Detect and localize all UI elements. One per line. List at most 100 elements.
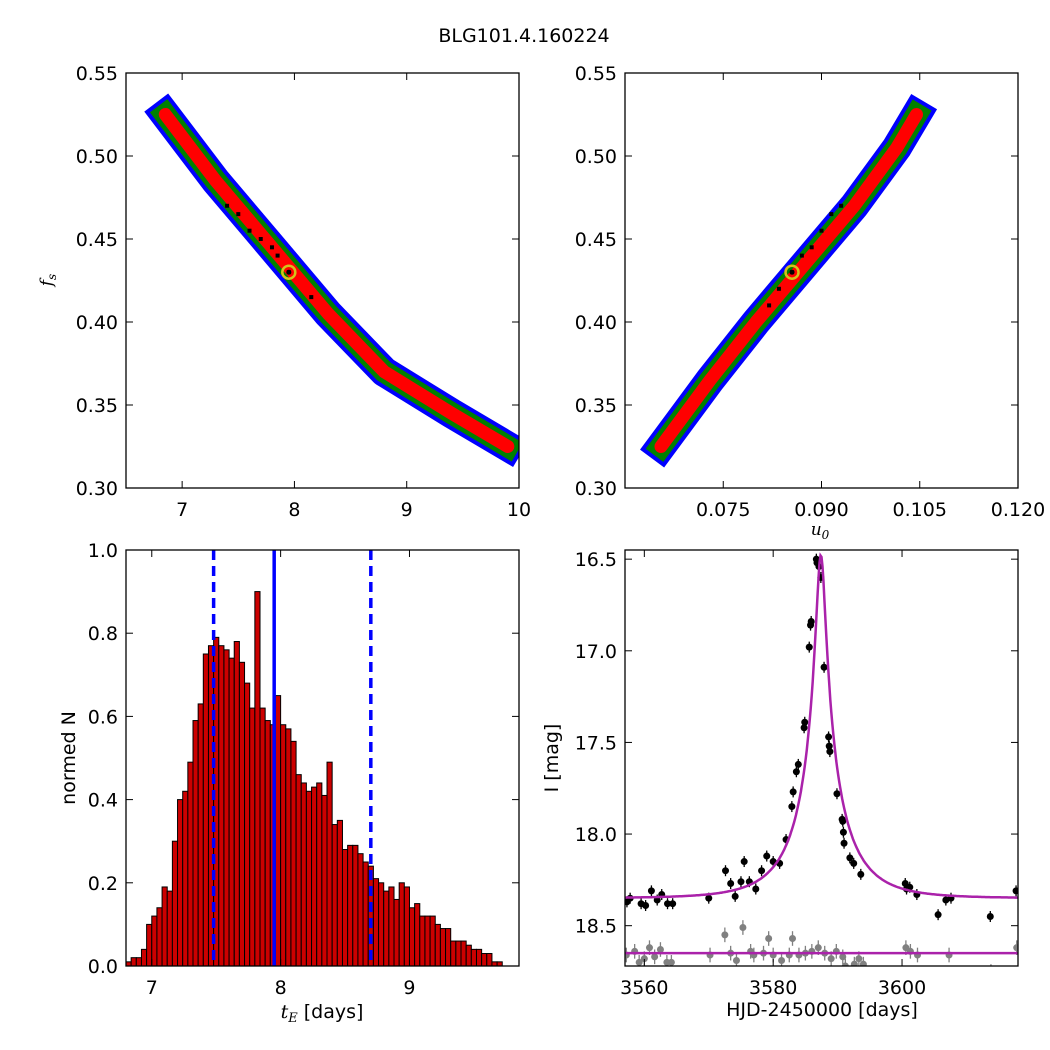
main-data-point bbox=[758, 867, 766, 875]
histogram-bar bbox=[445, 928, 452, 967]
te-fs-ytick-label: 0.40 bbox=[76, 312, 118, 334]
histogram-bar bbox=[228, 657, 235, 967]
u0-fs-region-1sigma bbox=[654, 108, 923, 453]
te-fs-region-2sigma bbox=[149, 99, 519, 462]
te-fs-best-fit-marker bbox=[281, 264, 297, 280]
te-fs-region-1sigma bbox=[158, 108, 515, 453]
lightcurve-plot-area bbox=[625, 552, 1018, 977]
main-data-point bbox=[752, 885, 760, 893]
histogram-bar bbox=[465, 944, 472, 967]
histogram-bar bbox=[470, 948, 477, 967]
u0-fs-best-sample bbox=[776, 286, 781, 291]
histogram-bar bbox=[383, 890, 390, 967]
histogram-bar bbox=[161, 886, 168, 967]
histogram-bar bbox=[177, 799, 184, 967]
secondary-data-point bbox=[645, 944, 653, 952]
secondary-data-point bbox=[635, 958, 643, 966]
u0-fs-contours bbox=[640, 93, 938, 468]
main-data-point bbox=[731, 892, 739, 900]
te-fs-xtick-label: 8 bbox=[288, 499, 300, 521]
histogram-bar bbox=[460, 940, 467, 967]
secondary-data-point bbox=[640, 955, 648, 963]
lightcurve-ytick-label: 18.0 bbox=[575, 824, 617, 846]
main-data-point bbox=[737, 878, 745, 886]
histogram-bar bbox=[331, 824, 338, 967]
secondary-data-point bbox=[827, 955, 835, 963]
histogram-xtick-label: 8 bbox=[275, 977, 287, 999]
u0-fs-best-sample bbox=[829, 212, 834, 217]
histogram-bar bbox=[197, 703, 204, 967]
main-data-point bbox=[833, 790, 841, 798]
te-fs-ytick-label: 0.45 bbox=[76, 229, 118, 251]
histogram-bar bbox=[450, 940, 457, 967]
histogram-bar bbox=[259, 707, 266, 967]
histogram-bar bbox=[218, 645, 225, 967]
histogram-bar bbox=[316, 782, 323, 967]
histogram-bar bbox=[130, 957, 137, 967]
histogram-bar bbox=[434, 923, 441, 967]
histogram-xtick-label: 7 bbox=[146, 977, 158, 999]
main-data-point bbox=[850, 859, 858, 867]
histogram-bar bbox=[249, 707, 256, 967]
secondary-data-point bbox=[789, 935, 797, 943]
histogram-bar bbox=[393, 898, 400, 967]
histogram-bar bbox=[182, 790, 189, 967]
main-data-point bbox=[1012, 887, 1018, 895]
histogram-bar bbox=[290, 740, 297, 967]
te-fs-ytick-label: 0.30 bbox=[76, 478, 118, 500]
main-data-point bbox=[986, 913, 994, 921]
lightcurve-frame bbox=[624, 549, 1019, 967]
u0-fs-best-sample bbox=[767, 303, 772, 308]
u0-fs-best-sample bbox=[809, 245, 814, 250]
main-data-point bbox=[820, 663, 828, 671]
te-fs-best-sample bbox=[247, 228, 252, 233]
histogram-bar bbox=[481, 953, 488, 967]
histogram-bar bbox=[238, 661, 246, 967]
u0-fs-xtick-label: 0.075 bbox=[696, 499, 750, 521]
te-fs-ytick-label: 0.55 bbox=[76, 63, 118, 85]
panel-u0-fs: 0.075 0.090 0.105 0.120 0.30 0.35 0.40 0.45 0.50… bbox=[575, 63, 1046, 542]
secondary-data-point bbox=[651, 953, 659, 961]
histogram-bar bbox=[254, 591, 261, 967]
histogram-bar bbox=[202, 653, 209, 967]
te-fs-best-sample bbox=[258, 237, 263, 241]
histogram-bar bbox=[475, 948, 483, 967]
te-fs-ytick-label: 0.35 bbox=[76, 395, 118, 417]
secondary-data-point bbox=[855, 955, 863, 963]
histogram-bar bbox=[305, 790, 313, 967]
te-fs-best-sample bbox=[269, 245, 274, 250]
histogram-bar bbox=[207, 645, 215, 967]
main-data-point bbox=[792, 768, 800, 776]
histogram-ytick-label: 0.2 bbox=[88, 873, 118, 895]
te-fs-best-sample bbox=[225, 203, 230, 208]
u0-fs-xtick-label: 0.120 bbox=[991, 499, 1045, 521]
secondary-data-point bbox=[765, 935, 773, 943]
main-data-point bbox=[788, 803, 796, 811]
secondary-data-point bbox=[934, 970, 941, 977]
lightcurve-xtick-label: 3580 bbox=[749, 977, 797, 999]
te-fs-best-sample bbox=[275, 253, 280, 258]
histogram-bar bbox=[372, 878, 380, 967]
histogram-bar bbox=[424, 915, 431, 967]
histogram-ylabel: normed N bbox=[58, 711, 80, 805]
histogram-bar bbox=[233, 641, 240, 967]
histogram-bar bbox=[146, 923, 153, 967]
histogram-bar bbox=[192, 720, 199, 967]
histogram-bar bbox=[300, 782, 307, 967]
u0-fs-ytick-label: 0.45 bbox=[575, 229, 617, 251]
histogram-ytick-label: 0.8 bbox=[88, 623, 118, 645]
te-fs-xtick-label: 10 bbox=[507, 499, 531, 521]
histogram-bar bbox=[326, 761, 333, 967]
secondary-data-point bbox=[778, 957, 786, 965]
histogram-bar bbox=[171, 840, 179, 967]
histogram-bar bbox=[321, 794, 328, 967]
te-fs-best-fit-point bbox=[286, 269, 292, 275]
histogram-bar bbox=[244, 682, 251, 967]
histogram-bar bbox=[311, 786, 318, 967]
histogram-ytick-label: 0.4 bbox=[88, 790, 118, 812]
main-data-point bbox=[839, 828, 847, 836]
lightcurve-xtick-label: 3600 bbox=[878, 977, 926, 999]
histogram-bar bbox=[223, 649, 230, 967]
histogram-bar bbox=[187, 761, 194, 967]
histogram-bar bbox=[352, 844, 359, 967]
